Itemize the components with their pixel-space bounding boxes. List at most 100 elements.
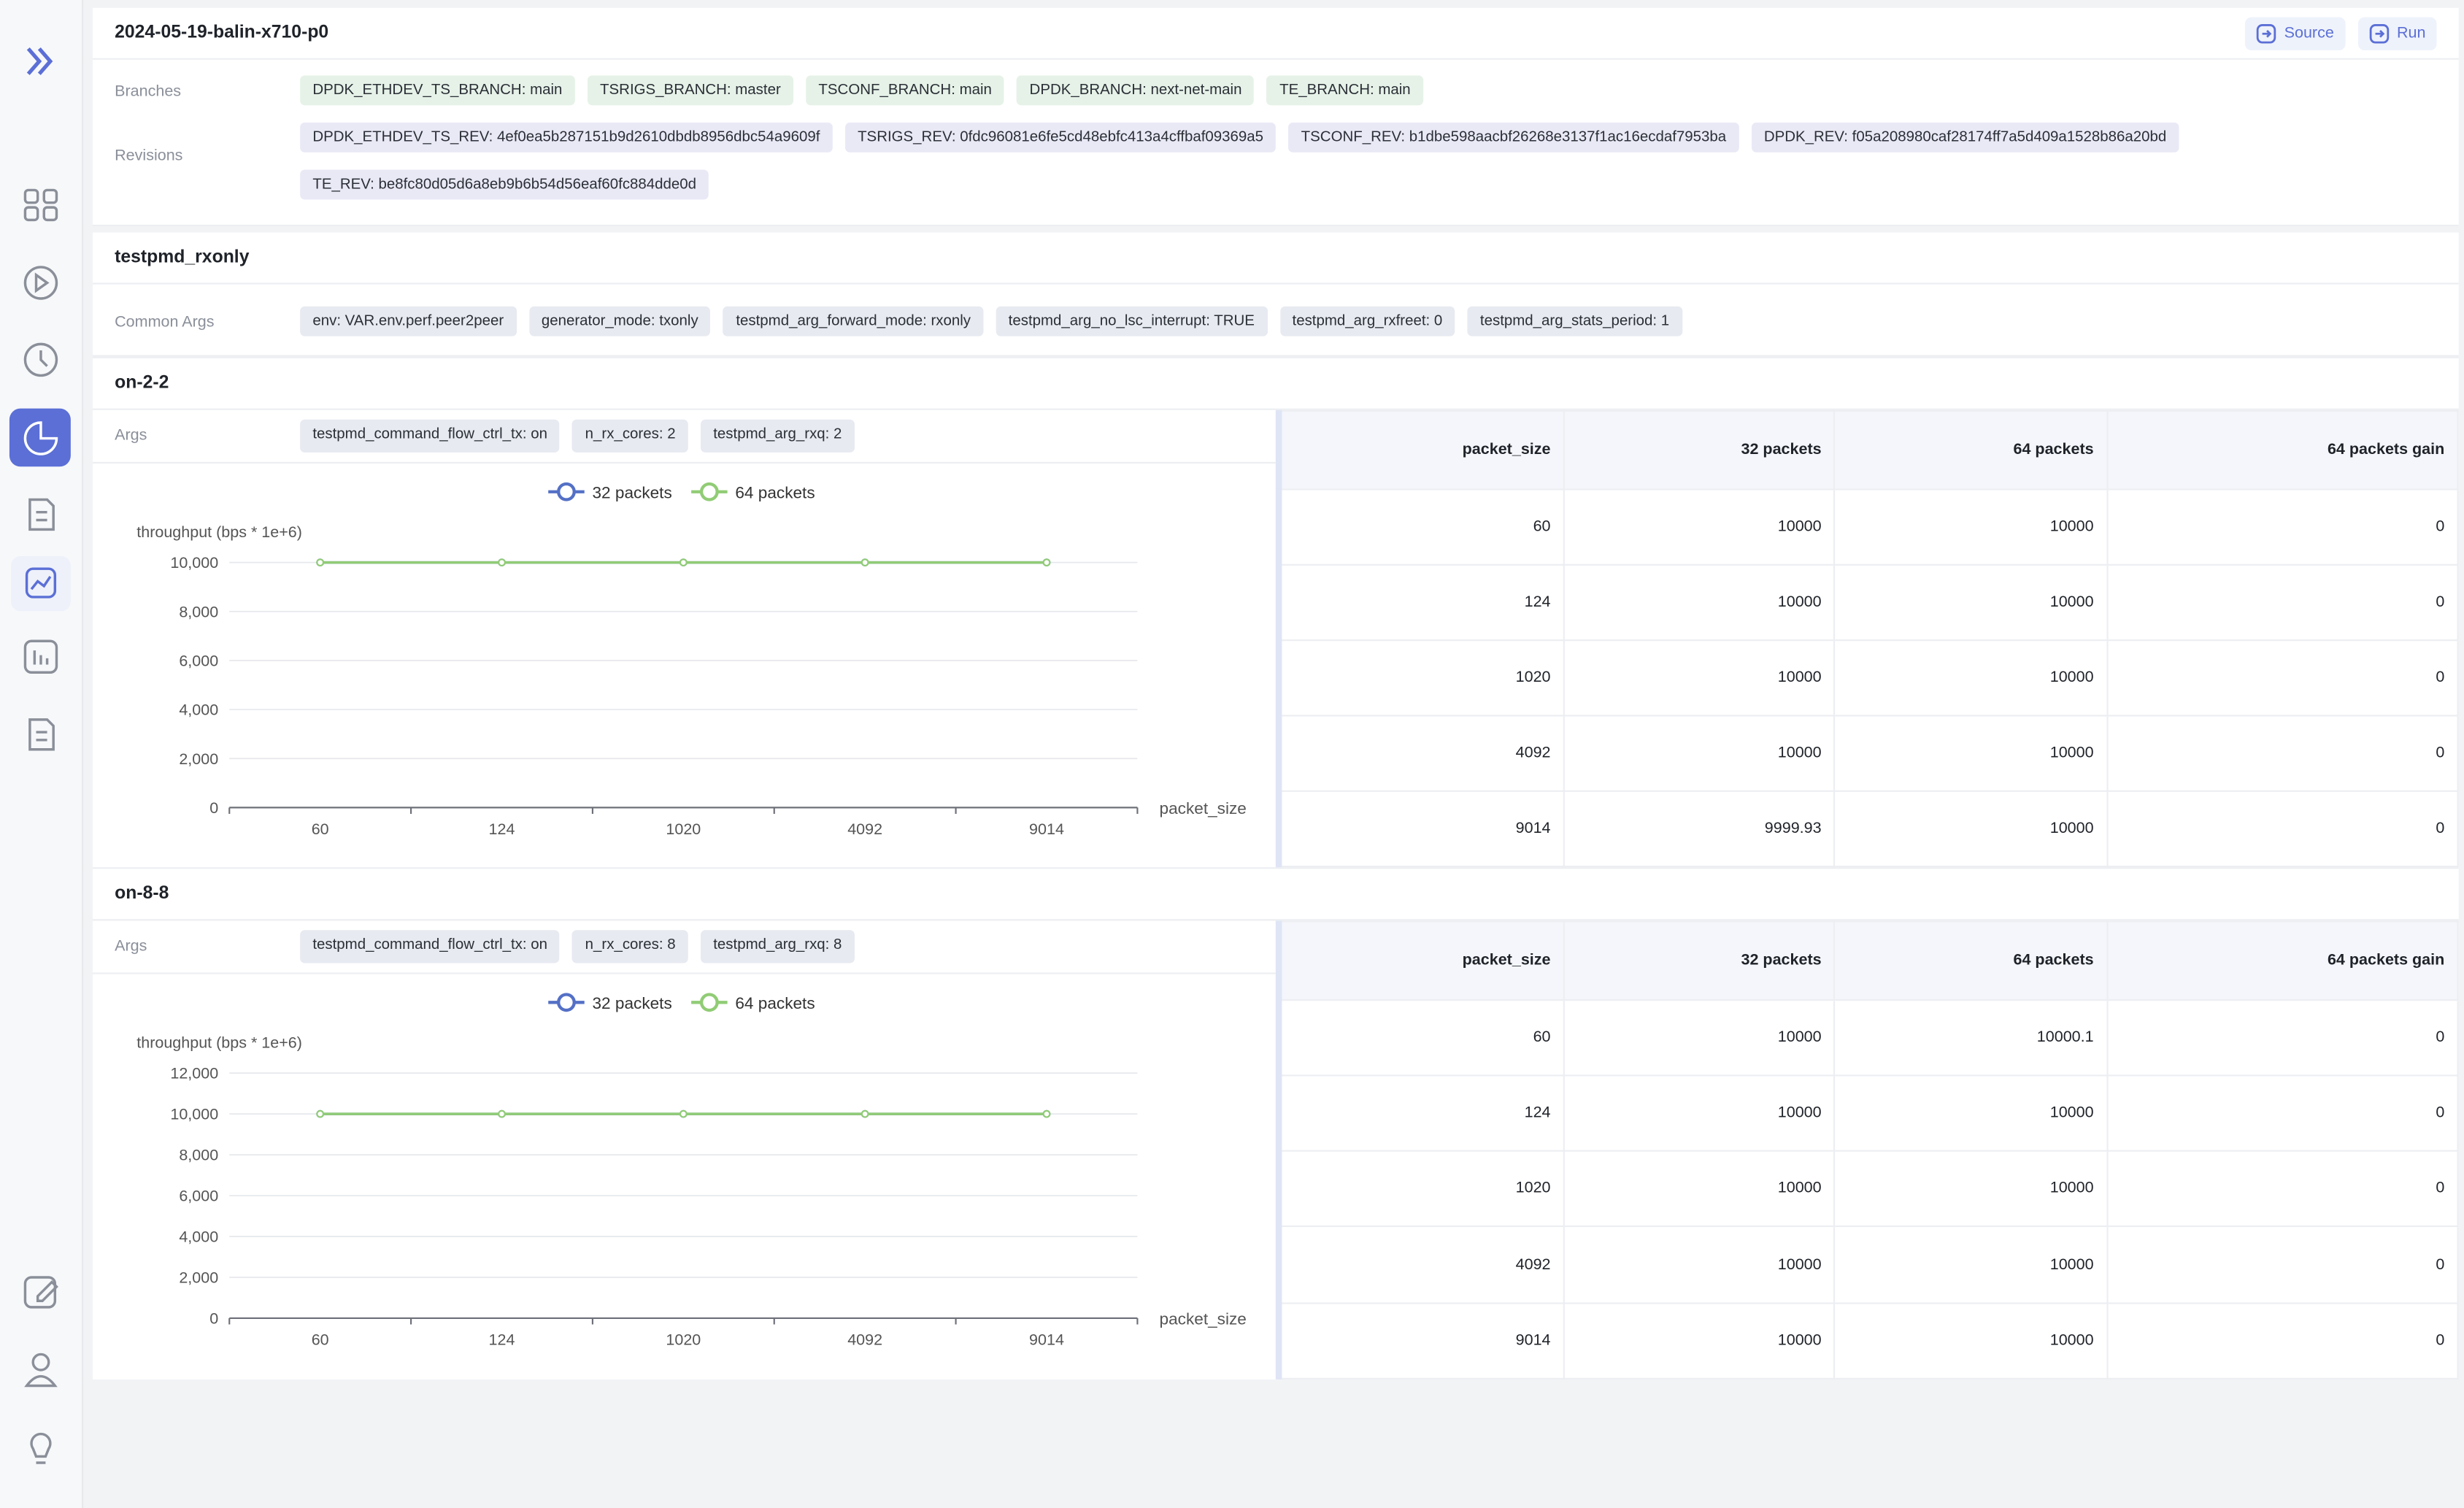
column-header: 64 packets gain bbox=[2106, 409, 2459, 490]
column-header: packet_size bbox=[1278, 409, 1565, 490]
row-label: Common Args bbox=[115, 314, 215, 332]
table-cell: 10000 bbox=[1833, 1074, 2108, 1153]
test-header: testpmd_rxonly bbox=[92, 233, 2459, 285]
chip: generator_mode: txonly bbox=[528, 306, 711, 336]
table-row: 9014 10000 10000 0 bbox=[1278, 1301, 2459, 1380]
table-cell: 10000 bbox=[1563, 1074, 1836, 1153]
chart: 0 2,000 4,000 6,000 8,000 10,000 12,000 60 124 10… bbox=[136, 993, 1247, 1349]
table-cell: 0 bbox=[2106, 1074, 2459, 1153]
run-header: 2024-05-19-balin-x710-p0 Source Run bbox=[92, 8, 2459, 60]
section-header: on-8-8 bbox=[92, 867, 2459, 921]
chip: DPDK_REV: f05a208980caf28174ff7a5d409a15… bbox=[1751, 122, 2179, 153]
row-label: Args bbox=[115, 938, 147, 955]
table-row: 1020 10000 10000 0 bbox=[1278, 1150, 2459, 1228]
table-cell: 10000 bbox=[1563, 999, 1836, 1077]
test-name: testpmd_rxonly bbox=[115, 248, 250, 267]
column-header: 32 packets bbox=[1563, 920, 1836, 1001]
nav-charts[interactable] bbox=[23, 421, 58, 455]
y-tick-label: 6,000 bbox=[179, 1188, 218, 1205]
nav-stats[interactable] bbox=[23, 639, 58, 674]
table-cell: 4092 bbox=[1278, 714, 1565, 792]
nav-trends[interactable] bbox=[25, 567, 57, 599]
table-row: 4092 10000 10000 0 bbox=[1278, 1226, 2459, 1304]
nav-docs[interactable] bbox=[28, 718, 55, 751]
logo[interactable] bbox=[26, 47, 53, 75]
run-title: 2024-05-19-balin-x710-p0 bbox=[115, 23, 329, 43]
legend-label: 64 packets bbox=[735, 483, 815, 501]
y-tick-label: 2,000 bbox=[179, 1269, 218, 1287]
chip: TSCONF_BRANCH: main bbox=[806, 75, 1005, 106]
table-cell: 10000 bbox=[1833, 488, 2108, 566]
nav-dashboard[interactable] bbox=[23, 188, 58, 222]
table-cell: 10000 bbox=[1833, 1226, 2108, 1304]
x-axis-title: packet_size bbox=[1160, 799, 1247, 818]
section-left: Args testpmd_command_flow_ctrl_tx: on n_rx… bbox=[92, 410, 1276, 867]
x-tick-label: 1020 bbox=[666, 820, 701, 838]
chips: DPDK_ETHDEV_TS_REV: 4ef0ea5b287151b9d261… bbox=[300, 122, 2436, 200]
section-body: Args testpmd_command_flow_ctrl_tx: on n_rx… bbox=[92, 920, 2459, 1380]
table-row: 1020 10000 10000 0 bbox=[1278, 639, 2459, 717]
source-button[interactable]: Source bbox=[2244, 16, 2345, 50]
table-cell: 0 bbox=[2106, 639, 2459, 717]
nav-edit[interactable] bbox=[23, 1276, 58, 1309]
table-cell: 10000 bbox=[1833, 1150, 2108, 1228]
common-args-row: Common Args env: VAR.env.perf.peer2peer g… bbox=[92, 285, 2459, 357]
nav-user[interactable] bbox=[24, 1353, 58, 1388]
table-cell: 124 bbox=[1278, 1074, 1565, 1153]
nav-tips[interactable] bbox=[30, 1432, 52, 1464]
table-row: 124 10000 10000 0 bbox=[1278, 1074, 2459, 1153]
legend-marker bbox=[699, 993, 719, 1012]
table-cell: 0 bbox=[2106, 1301, 2459, 1380]
x-tick-label: 60 bbox=[312, 820, 329, 838]
x-tick-label: 4092 bbox=[847, 820, 882, 838]
chip: testpmd_arg_rxfreet: 0 bbox=[1279, 306, 1455, 336]
section-name: on-2-2 bbox=[115, 374, 169, 393]
legend-marker bbox=[557, 482, 576, 501]
legend-label: 32 packets bbox=[592, 483, 671, 501]
data-point bbox=[498, 1109, 506, 1118]
y-tick-label: 10,000 bbox=[170, 554, 218, 572]
chip: TSRIGS_BRANCH: master bbox=[587, 75, 793, 106]
run-button[interactable]: Run bbox=[2357, 16, 2437, 50]
chips: testpmd_command_flow_ctrl_tx: on n_rx_cor… bbox=[300, 930, 855, 963]
table-cell: 10000 bbox=[1563, 488, 1836, 566]
column-header: 32 packets bbox=[1563, 409, 1836, 490]
table-cell: 10000 bbox=[1563, 714, 1836, 792]
table-cell: 10000 bbox=[1833, 563, 2108, 641]
sections: on-2-2 Args testpmd_command_flow_ctrl_tx: … bbox=[92, 356, 2459, 1380]
column-header: 64 packets bbox=[1833, 409, 2108, 490]
sidebar bbox=[0, 0, 84, 1508]
chip: TE_REV: be8fc80d05d6a8eb9b6b54d56eaf60fc… bbox=[300, 169, 709, 200]
chip: DPDK_BRANCH: next-net-main bbox=[1017, 75, 1255, 106]
chip: testpmd_arg_no_lsc_interrupt: TRUE bbox=[996, 306, 1268, 336]
data-point bbox=[679, 558, 688, 566]
x-tick-label: 9014 bbox=[1029, 1331, 1064, 1349]
legend-marker bbox=[557, 993, 576, 1012]
chip: n_rx_cores: 8 bbox=[572, 930, 688, 963]
data-point bbox=[316, 1109, 325, 1118]
data-point bbox=[1042, 558, 1051, 566]
revisions-row: Revisions DPDK_ETHDEV_TS_REV: 4ef0ea5b28… bbox=[92, 105, 2459, 226]
x-tick-label: 124 bbox=[489, 820, 515, 838]
table-cell: 60 bbox=[1278, 488, 1565, 566]
table-cell: 124 bbox=[1278, 563, 1565, 641]
chip: TSRIGS_REV: 0fdc96081e6fe5cd48ebfc413a4c… bbox=[844, 122, 1277, 153]
y-tick-label: 2,000 bbox=[179, 750, 218, 768]
table-header: packet_size 32 packets 64 packets 64 packet… bbox=[1278, 409, 2459, 490]
table-row: 124 10000 10000 0 bbox=[1278, 563, 2459, 641]
table-cell: 9014 bbox=[1278, 1301, 1565, 1380]
nav-runs[interactable] bbox=[23, 266, 58, 300]
button-label: Run bbox=[2396, 24, 2426, 42]
row-label: Args bbox=[115, 427, 147, 445]
nav-history[interactable] bbox=[23, 342, 58, 377]
table-cell: 10000 bbox=[1833, 790, 2108, 868]
nav-report[interactable] bbox=[28, 498, 55, 531]
table-cell: 10000 bbox=[1563, 639, 1836, 717]
main: 2024-05-19-balin-x710-p0 Source Run Bran… bbox=[92, 7, 2459, 1386]
data-point bbox=[1042, 1109, 1051, 1118]
table-cell: 0 bbox=[2106, 1226, 2459, 1304]
x-axis-title: packet_size bbox=[1160, 1310, 1247, 1328]
data-point bbox=[316, 558, 325, 566]
results-table: packet_size 32 packets 64 packets 64 packet… bbox=[1275, 409, 2459, 868]
